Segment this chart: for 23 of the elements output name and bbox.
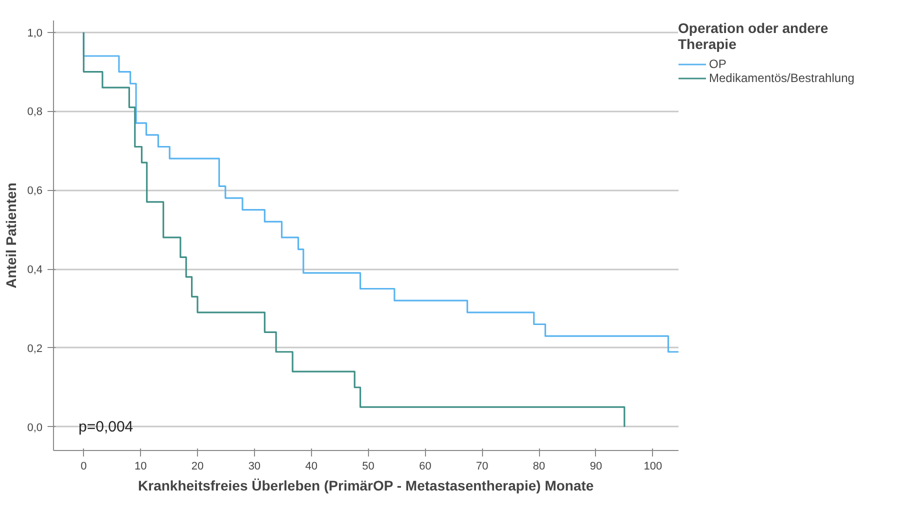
y-tick-label: 0,8 bbox=[27, 106, 43, 118]
x-tick-label: 100 bbox=[644, 460, 662, 472]
y-tick-label: 0,0 bbox=[27, 422, 43, 434]
x-tick-label: 70 bbox=[476, 460, 488, 472]
annotation: p=0,004 bbox=[78, 418, 134, 436]
x-tick-label: 0 bbox=[80, 460, 87, 472]
legend-label: OP bbox=[709, 57, 728, 71]
x-tick-label: 20 bbox=[191, 460, 204, 472]
legend-label: Medikamentös/Bestrahlung bbox=[709, 71, 854, 85]
x-tick-label: 10 bbox=[134, 460, 147, 472]
x-axis-title: Krankheitsfreies Überleben (PrimärOP - Metastasentherapie) Monate bbox=[138, 478, 594, 494]
x-tick-label: 90 bbox=[590, 460, 602, 472]
y-tick-label: 0,4 bbox=[27, 264, 43, 276]
legend-title: Operation oder andere Therapie bbox=[678, 20, 830, 52]
x-tick-label: 30 bbox=[248, 460, 261, 472]
y-tick-label: 0,6 bbox=[27, 185, 43, 198]
x-tick-label: 50 bbox=[362, 460, 374, 472]
x-tick-label: 40 bbox=[305, 460, 318, 472]
y-tick-label: 1,0 bbox=[27, 27, 43, 40]
y-tick-label: 0,2 bbox=[27, 342, 43, 355]
y-axis-title: Anteil Patienten bbox=[3, 182, 20, 288]
x-tick-label: 80 bbox=[532, 460, 546, 472]
x-tick-label: 60 bbox=[419, 460, 432, 472]
